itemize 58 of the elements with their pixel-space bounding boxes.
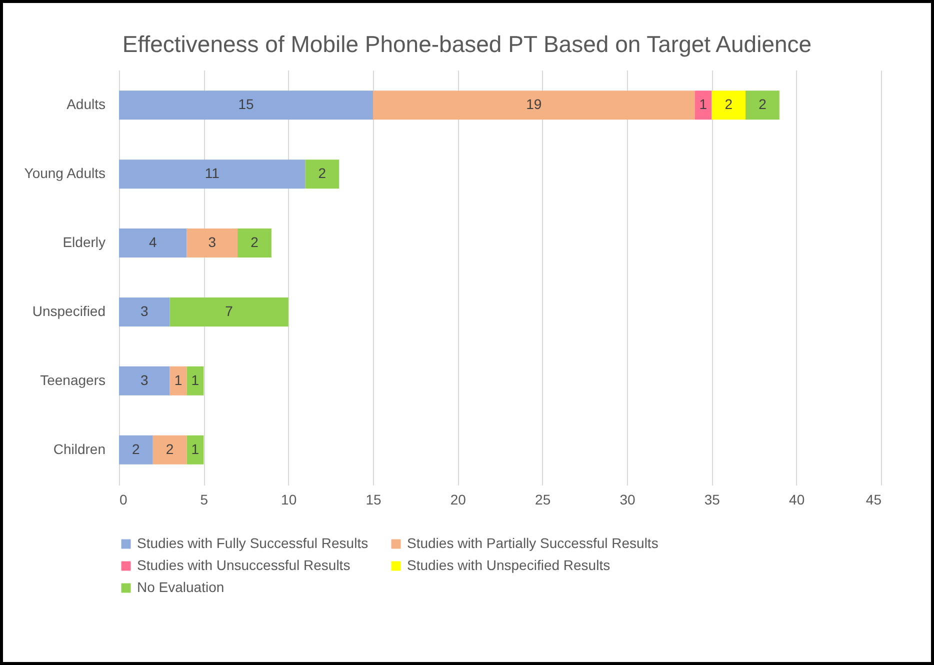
chart-title: Effectiveness of Mobile Phone-based PT Based on Target Audience — [121, 30, 813, 59]
data-label: 1 — [191, 372, 200, 388]
data-label: 2 — [132, 440, 140, 457]
data-label: 2 — [318, 165, 326, 182]
x-tick-label: 45 — [866, 492, 882, 508]
y-tick-label: Elderly — [62, 234, 106, 250]
bar — [373, 90, 695, 120]
data-label: 2 — [250, 234, 259, 250]
x-tick-label: 10 — [281, 492, 297, 508]
data-label: 4 — [148, 234, 157, 250]
x-tick-label: 30 — [620, 492, 636, 508]
bar — [170, 366, 187, 396]
y-tick-label: Children — [53, 440, 106, 457]
data-label: 1 — [174, 372, 182, 388]
data-label: 3 — [140, 372, 148, 388]
legend-label: Studies with Partially Successful Results — [407, 535, 658, 551]
bar — [305, 160, 340, 189]
bar — [712, 90, 746, 120]
bar — [238, 228, 272, 258]
bar — [119, 228, 187, 258]
legend-label: Studies with Unspecified Results — [407, 557, 610, 573]
bar — [152, 435, 187, 464]
x-tick-label: 15 — [366, 492, 382, 508]
bar — [186, 228, 238, 258]
data-label: 19 — [526, 96, 542, 112]
x-tick-label: 40 — [789, 492, 805, 508]
data-label: 1 — [191, 440, 200, 457]
data-label: 2 — [758, 96, 767, 112]
x-tick-label: 5 — [200, 492, 208, 508]
data-label: 3 — [140, 302, 148, 319]
x-tick-label: 25 — [535, 492, 551, 508]
x-tick-label: 35 — [704, 492, 720, 508]
bar — [186, 435, 204, 464]
data-label: 3 — [208, 234, 216, 250]
legend-label: No Evaluation — [137, 579, 224, 595]
bar — [119, 366, 170, 396]
data-label: 15 — [238, 96, 254, 112]
legend-label: Studies with Unsuccessful Results — [137, 557, 350, 573]
data-label: 7 — [225, 302, 234, 319]
legend-label: Studies with Fully Successful Results — [137, 535, 368, 551]
y-tick-label: Young Adults — [24, 165, 106, 182]
data-label: 1 — [699, 96, 708, 112]
bar — [746, 90, 780, 120]
bar — [186, 366, 204, 396]
y-tick-label: Unspecified — [32, 302, 106, 319]
data-label: 2 — [724, 96, 733, 112]
x-tick-label: 20 — [450, 492, 466, 508]
y-tick-label: Teenagers — [40, 372, 106, 388]
bar — [119, 160, 306, 189]
bar — [694, 90, 712, 120]
bar — [119, 297, 170, 326]
bar — [119, 435, 153, 464]
y-tick-label: Adults — [66, 96, 106, 112]
bar — [119, 90, 373, 120]
bar — [170, 297, 288, 326]
x-tick-label: 0 — [120, 492, 128, 508]
data-label: 11 — [204, 165, 220, 182]
data-label: 2 — [166, 440, 174, 457]
